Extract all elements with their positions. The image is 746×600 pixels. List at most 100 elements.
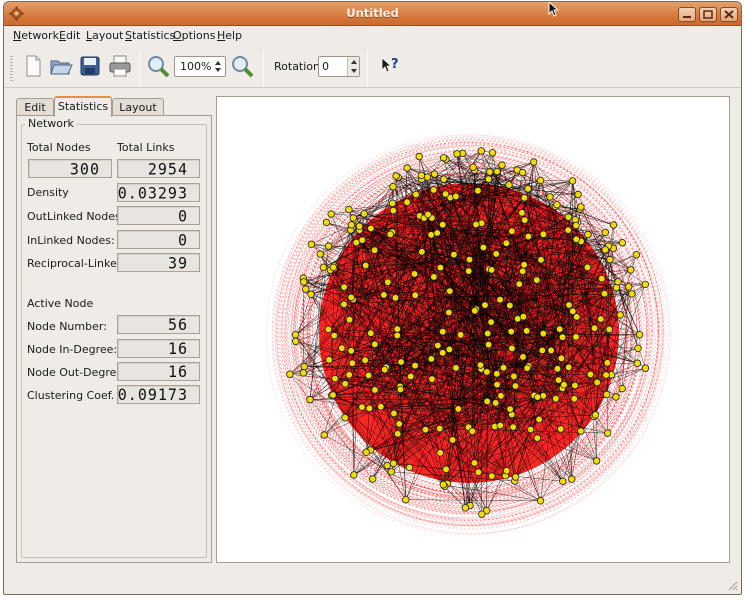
graph-node[interactable] [488,472,496,480]
graph-node[interactable] [307,240,316,248]
graph-node[interactable] [572,333,580,341]
graph-node[interactable] [307,290,315,298]
graph-node[interactable] [600,289,609,298]
graph-node[interactable] [572,221,580,230]
graph-node[interactable] [481,301,489,309]
graph-node[interactable] [604,429,612,437]
graph-node[interactable] [511,382,520,390]
maximize-button[interactable] [699,7,717,22]
graph-node[interactable] [479,243,488,252]
graph-node[interactable] [546,193,554,201]
graph-node[interactable] [484,329,492,338]
graph-node[interactable] [454,405,462,413]
graph-node[interactable] [389,182,397,191]
graph-node[interactable] [429,186,438,194]
graph-node[interactable] [391,294,400,302]
print-icon[interactable] [108,54,132,78]
menu-layout[interactable]: Layout [86,29,124,42]
rotation-spinbox[interactable]: 0 [318,56,360,77]
graph-node[interactable] [533,276,541,284]
graph-node[interactable] [415,152,423,161]
graph-node[interactable] [361,356,369,364]
graph-node[interactable] [392,172,400,180]
graph-node[interactable] [380,291,388,299]
graph-node[interactable] [605,325,613,334]
resize-grip-icon[interactable] [726,579,738,591]
zoom-level-select[interactable]: 100% [174,56,226,77]
graph-node[interactable] [389,206,397,215]
toolbar-grip[interactable] [10,56,13,82]
graph-node[interactable] [492,399,500,407]
graph-node[interactable] [618,384,626,393]
menu-network[interactable]: Network [13,29,59,42]
graph-node[interactable] [368,475,377,483]
graph-node[interactable] [410,270,419,278]
graph-node[interactable] [340,300,348,308]
graph-node[interactable] [564,226,572,234]
graph-node[interactable] [518,168,527,177]
graph-node[interactable] [476,361,485,369]
graph-node[interactable] [445,345,454,354]
graph-node[interactable] [493,167,501,176]
graph-node[interactable] [329,263,337,271]
graph-node[interactable] [509,423,517,431]
graph-node[interactable] [487,318,495,326]
graph-node[interactable] [533,393,542,401]
graph-node[interactable] [442,465,450,473]
graph-node[interactable] [474,186,482,195]
graph-node[interactable] [406,372,415,381]
graph-node[interactable] [350,471,358,479]
graph-node[interactable] [436,449,444,457]
graph-node[interactable] [515,280,523,288]
graph-node[interactable] [520,261,528,269]
graph-node[interactable] [325,356,333,364]
graph-node[interactable] [558,333,567,341]
graph-node[interactable] [358,403,366,411]
graph-node[interactable] [559,477,567,485]
graph-node[interactable] [362,448,370,456]
graph-node[interactable] [434,341,442,350]
graph-node[interactable] [438,220,447,229]
graph-node[interactable] [606,255,614,264]
graph-node[interactable] [487,266,496,274]
graph-node[interactable] [483,368,491,376]
graph-node[interactable] [502,239,511,247]
graph-node[interactable] [352,238,360,247]
graph-node[interactable] [484,340,493,349]
graph-node[interactable] [364,371,373,380]
graph-node[interactable] [523,327,531,335]
graph-node[interactable] [386,230,394,238]
graph-node[interactable] [338,344,346,352]
graph-node[interactable] [396,385,405,394]
graph-node[interactable] [365,404,374,412]
graph-node[interactable] [591,411,600,419]
graph-node[interactable] [402,496,410,504]
graph-node[interactable] [633,359,642,367]
graph-node[interactable] [450,250,458,259]
graph-node[interactable] [286,370,294,378]
open-folder-icon[interactable] [49,54,73,78]
graph-node[interactable] [635,330,644,339]
graph-node[interactable] [367,224,375,233]
graph-node[interactable] [291,337,300,345]
graph-node[interactable] [603,359,612,367]
graph-node[interactable] [519,267,527,275]
graph-node[interactable] [508,227,516,235]
graph-node[interactable] [448,436,457,444]
graph-node[interactable] [496,295,504,304]
graph-node[interactable] [557,354,566,362]
graph-node[interactable] [641,364,650,372]
graph-node[interactable] [427,355,435,363]
graph-node[interactable] [320,431,328,439]
graph-node[interactable] [291,330,300,339]
tab-layout[interactable]: Layout [112,98,164,116]
graph-node[interactable] [586,370,595,379]
graph-node[interactable] [577,427,585,435]
network-graph[interactable] [217,97,729,562]
graph-node[interactable] [430,170,439,178]
graph-node[interactable] [554,376,563,384]
graph-node[interactable] [616,311,624,319]
graph-node[interactable] [395,420,403,428]
graph-node[interactable] [390,409,398,418]
graph-node[interactable] [345,205,353,214]
